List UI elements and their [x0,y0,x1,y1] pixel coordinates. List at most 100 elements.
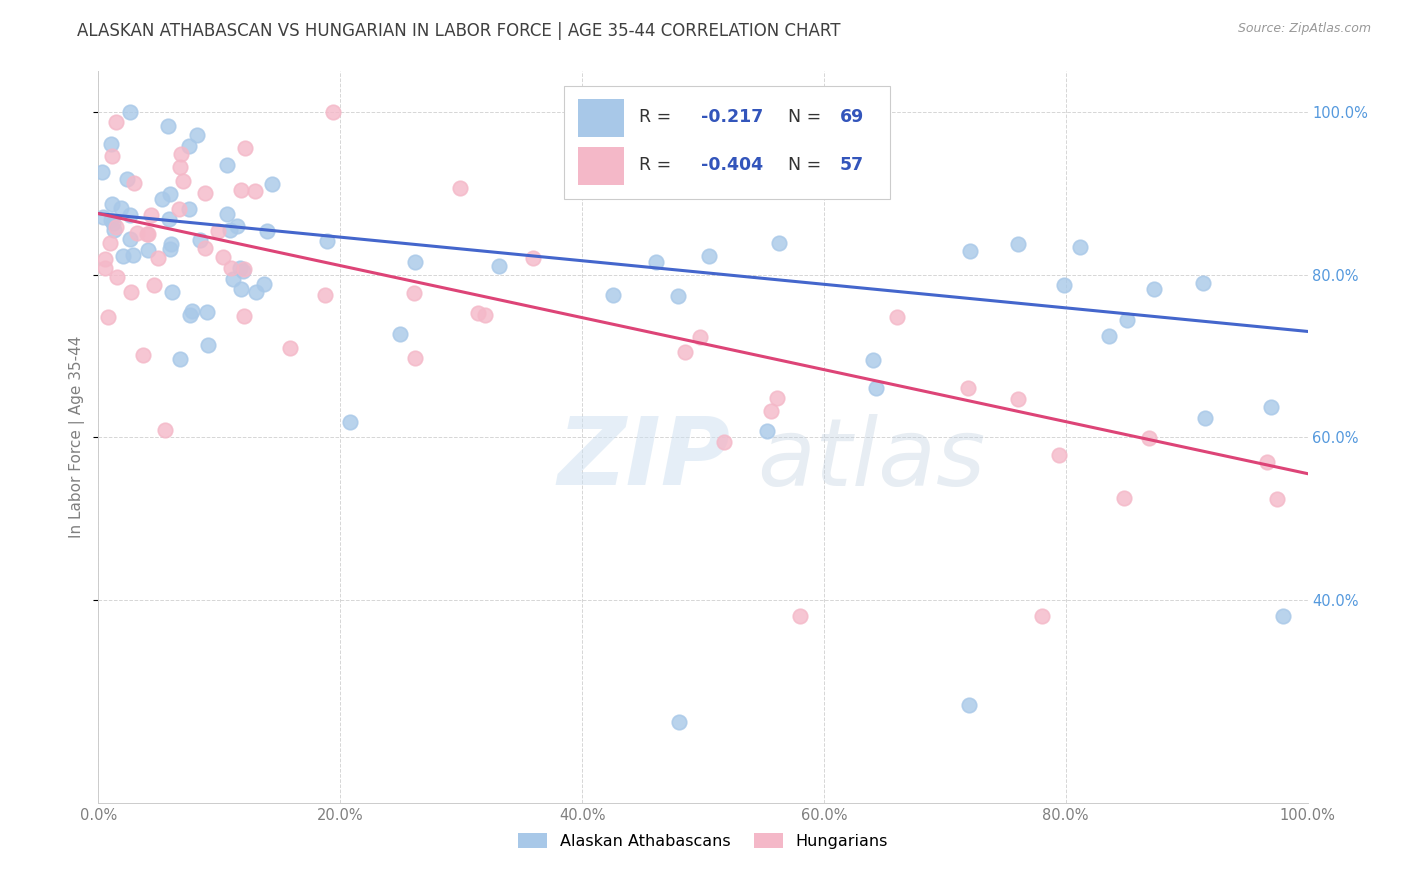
Point [865,380,887,394]
Point [231,183,253,197]
Point [105,219,128,234]
Point [160,285,183,300]
Text: 57: 57 [839,156,863,174]
Point [668,714,690,729]
Point [159,243,181,257]
Point [233,310,256,324]
Point [222,272,245,286]
Point [233,141,256,155]
Point [697,249,720,263]
Point [219,260,242,275]
Point [228,261,250,276]
Point [156,120,179,134]
Point [668,288,690,302]
Point [1192,276,1215,290]
Point [245,285,267,299]
Point [404,255,426,269]
Point [252,277,274,291]
Point [759,404,782,418]
Point [1098,328,1121,343]
Point [474,308,496,322]
Text: -0.217: -0.217 [700,108,763,126]
Point [689,330,711,344]
Point [219,223,242,237]
Point [139,208,162,222]
Point [1031,608,1053,623]
Point [1047,448,1070,462]
Point [172,174,194,188]
Point [339,415,361,429]
Point [194,241,217,255]
Point [160,236,183,251]
Point [157,211,180,226]
Point [120,105,142,120]
FancyBboxPatch shape [578,147,624,186]
Point [957,698,980,713]
Point [169,351,191,366]
Text: ZIP: ZIP [558,413,731,505]
Point [93,252,115,266]
Text: N =: N = [787,108,827,126]
Point [170,146,193,161]
Point [1112,491,1135,505]
Point [100,213,122,227]
Text: 69: 69 [839,108,863,126]
Point [686,183,709,197]
Point [155,423,177,437]
Point [97,310,120,324]
Point [402,285,425,300]
Point [94,260,117,275]
FancyBboxPatch shape [578,99,624,137]
Point [195,305,218,319]
Point [756,424,779,438]
Point [315,235,337,249]
Point [1143,282,1166,296]
Point [467,306,489,320]
Text: -0.404: -0.404 [700,156,762,174]
Text: R =: R = [638,108,682,126]
Point [1052,277,1074,292]
Point [956,381,979,395]
Point [1139,431,1161,445]
Point [959,244,981,258]
Point [135,227,157,242]
Point [103,216,125,230]
Point [212,250,235,264]
Point [91,210,114,224]
Point [105,269,128,284]
Point [522,252,544,266]
Point [1194,410,1216,425]
Point [217,158,239,172]
Point [91,165,114,179]
Point [120,232,142,246]
Point [1272,608,1295,623]
Point [110,201,132,215]
Legend: Alaskan Athabascans, Hungarians: Alaskan Athabascans, Hungarians [510,825,896,857]
Point [389,327,412,342]
FancyBboxPatch shape [564,86,890,200]
Point [243,184,266,198]
Point [1265,491,1288,506]
Point [136,227,159,241]
Text: N =: N = [787,156,827,174]
Point [188,233,211,247]
Point [1260,400,1282,414]
Point [132,348,155,362]
Point [768,235,790,250]
Point [177,202,200,216]
Point [105,115,128,129]
Point [167,202,190,217]
Point [186,128,208,143]
Point [159,187,181,202]
Point [488,259,510,273]
Text: ALASKAN ATHABASCAN VS HUNGARIAN IN LABOR FORCE | AGE 35-44 CORRELATION CHART: ALASKAN ATHABASCAN VS HUNGARIAN IN LABOR… [77,22,841,40]
Point [112,249,135,263]
Point [1116,312,1139,326]
Point [789,608,811,623]
Point [152,192,174,206]
Point [229,282,252,296]
Point [886,310,908,324]
Point [101,196,124,211]
Point [181,303,204,318]
Point [449,181,471,195]
